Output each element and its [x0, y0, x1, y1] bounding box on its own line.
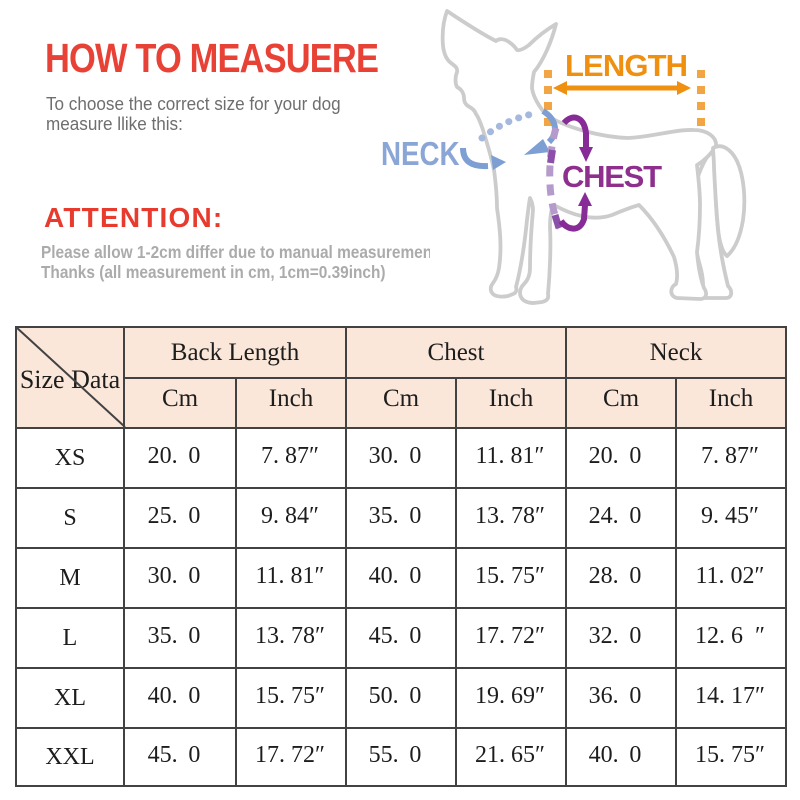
svg-text:NECK: NECK [381, 136, 460, 173]
svg-text:CHEST: CHEST [562, 159, 662, 194]
svg-text:LENGTH: LENGTH [565, 48, 688, 83]
